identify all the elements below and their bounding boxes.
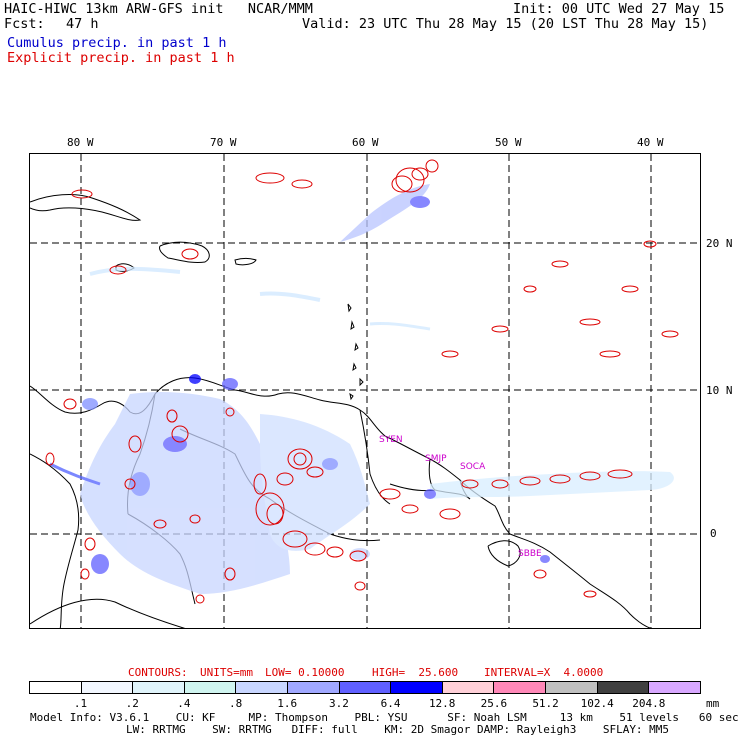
model-title: HAIC-HIWC 13km ARW-GFS init NCAR/MMM [4,1,313,17]
valid-time: Valid: 23 UTC Thu 28 May 15 (20 LST Thu … [302,16,709,32]
model-info-line: Model Info: V3.6.1 CU: KF MP: Thompson P… [30,711,739,724]
forecast-hours: 47 h [66,16,99,32]
lat-label-10n: 10 N [706,384,733,397]
precip-map: SYEN SMJP SOCA SBBE [29,153,701,629]
colorbar-tick-label: 12.8 [428,697,456,710]
legend-explicit: Explicit precip. in past 1 h [7,50,235,66]
lon-label-60w: 60 W [352,136,379,149]
colorbar-cell [236,682,289,693]
colorbar-cell [30,682,82,693]
colorbar-cell [442,682,495,693]
contours-high: HIGH= 25.600 [372,666,459,679]
colorbar [29,681,701,694]
contours-interval: INTERVAL=X 4.0000 [484,666,604,679]
lon-label-80w: 80 W [67,136,94,149]
colorbar-cell [288,682,340,693]
lat-label-20n: 20 N [706,237,733,250]
colorbar-cell [81,682,134,693]
lon-label-40w: 40 W [637,136,664,149]
cumulus-precip-areas [49,184,674,594]
colorbar-tick-label: 6.4 [380,697,401,710]
colorbar-cell [133,682,185,693]
colorbar-cell [649,682,700,693]
contours-label: CONTOURS: [128,666,188,679]
colorbar-cell [494,682,547,693]
colorbar-tick-label: .2 [125,697,139,710]
lat-label-0: 0 [710,527,717,540]
physics-info-line: LW: RRTMG SW: RRTMG DIFF: full KM: 2D Sm… [126,723,670,736]
station-soca: SOCA [460,462,486,472]
colorbar-cell [391,682,443,693]
colorbar-cell [184,682,237,693]
contours-units: UNITS=mm [200,666,253,679]
station-smjp: SMJP [425,454,447,464]
colorbar-tick-label: 1.6 [277,697,298,710]
colorbar-tick-label: .8 [228,697,243,710]
colorbar-tick-label: .4 [177,697,191,710]
station-sbbe: SBBE [518,549,542,559]
colorbar-unit: mm [706,697,720,710]
colorbar-tick-label: 3.2 [328,697,349,710]
colorbar-tick-label: 102.4 [580,697,614,710]
explicit-precip-contours [45,159,679,604]
station-syen: SYEN [379,435,403,445]
colorbar-tick-label: 51.2 [532,697,559,710]
colorbar-cell [546,682,598,693]
contours-low: LOW= 0.10000 [265,666,345,679]
map-canvas: SYEN SMJP SOCA SBBE [30,154,700,628]
lon-label-70w: 70 W [210,136,237,149]
station-labels: SYEN SMJP SOCA SBBE [379,435,542,559]
lon-label-50w: 50 W [495,136,522,149]
colorbar-cell [339,682,392,693]
legend-cumulus: Cumulus precip. in past 1 h [7,35,227,51]
colorbar-tick-label: .1 [73,697,88,710]
forecast-label: Fcst: [4,16,45,32]
colorbar-tick-label: 204.8 [632,697,666,710]
init-time: Init: 00 UTC Wed 27 May 15 [513,1,725,17]
colorbar-tick-label: 25.6 [480,697,508,710]
colorbar-cell [597,682,650,693]
